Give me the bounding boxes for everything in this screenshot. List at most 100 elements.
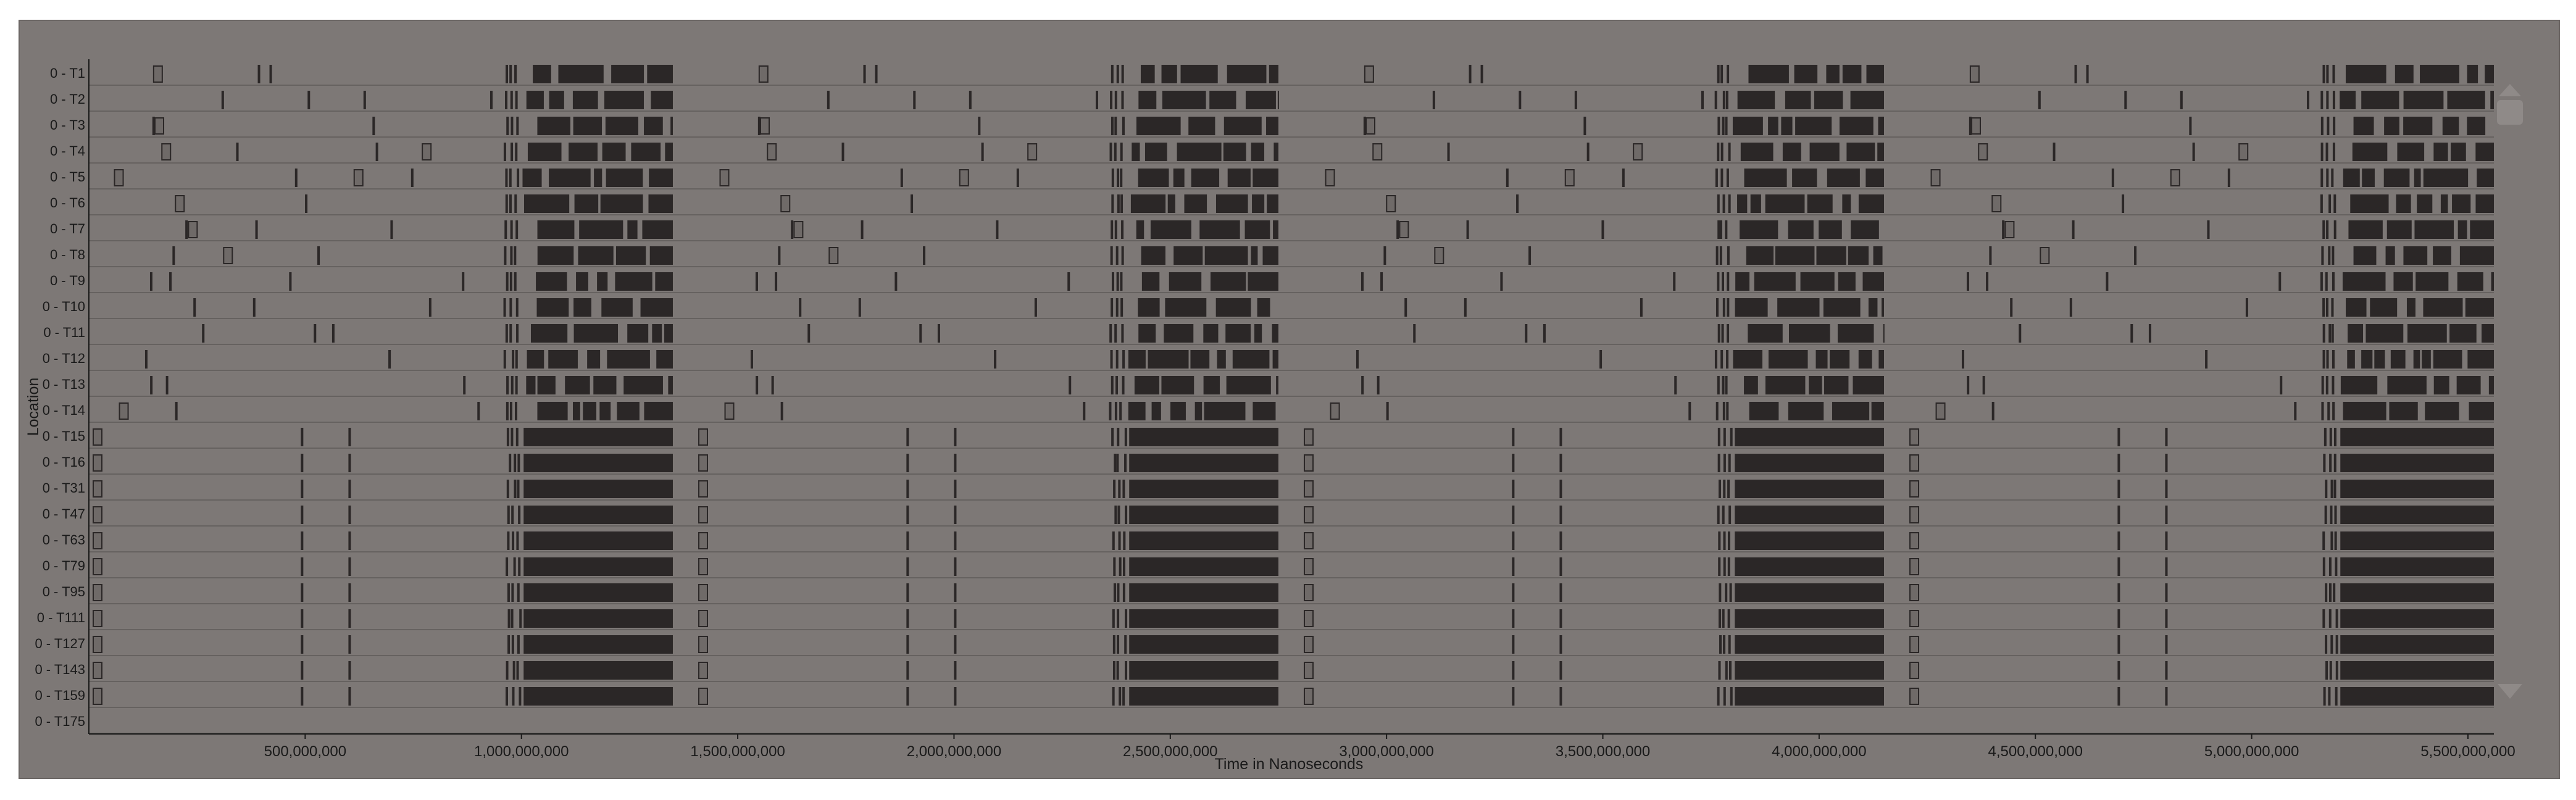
- event-tick[interactable]: [1729, 583, 1732, 602]
- event-tick[interactable]: [1718, 531, 1721, 550]
- event-tick[interactable]: [1717, 454, 1720, 472]
- event-tick[interactable]: [2278, 272, 2282, 291]
- event-tick[interactable]: [517, 454, 520, 472]
- event-marker[interactable]: [2238, 143, 2249, 160]
- event-tick[interactable]: [1717, 117, 1720, 135]
- event-tick[interactable]: [2321, 376, 2324, 394]
- activity-bar[interactable]: [2374, 350, 2385, 369]
- activity-bar[interactable]: [1253, 169, 1278, 187]
- activity-bar[interactable]: [2451, 143, 2466, 161]
- event-tick[interactable]: [954, 687, 957, 706]
- event-tick[interactable]: [2320, 143, 2324, 161]
- event-tick[interactable]: [1721, 324, 1724, 343]
- event-tick[interactable]: [1991, 402, 1995, 420]
- event-tick[interactable]: [490, 91, 493, 109]
- activity-bar[interactable]: [1816, 246, 1846, 265]
- event-tick[interactable]: [348, 480, 351, 498]
- event-tick[interactable]: [2086, 65, 2089, 83]
- event-tick[interactable]: [1701, 91, 1704, 109]
- event-tick[interactable]: [348, 583, 351, 602]
- event-tick[interactable]: [2106, 272, 2109, 291]
- activity-bar[interactable]: [1800, 272, 1835, 291]
- event-tick[interactable]: [2117, 480, 2120, 498]
- event-tick[interactable]: [1640, 298, 1643, 317]
- event-marker[interactable]: [2170, 169, 2180, 186]
- activity-bar[interactable]: [1223, 143, 1246, 161]
- event-tick[interactable]: [2335, 635, 2338, 654]
- event-marker[interactable]: [1304, 506, 1314, 523]
- event-tick[interactable]: [2332, 91, 2335, 109]
- event-tick[interactable]: [505, 91, 508, 109]
- activity-bar[interactable]: [1851, 220, 1879, 239]
- activity-bar[interactable]: [1824, 376, 1849, 394]
- activity-bar[interactable]: [1839, 117, 1874, 135]
- activity-bar[interactable]: [1862, 272, 1884, 291]
- activity-bar[interactable]: [2340, 376, 2378, 394]
- event-tick[interactable]: [1447, 143, 1450, 161]
- event-tick[interactable]: [317, 246, 320, 265]
- event-tick[interactable]: [1720, 65, 1724, 83]
- activity-bar[interactable]: [1768, 117, 1778, 135]
- event-marker[interactable]: [1991, 195, 2002, 212]
- event-tick[interactable]: [1114, 143, 1117, 161]
- activity-bar[interactable]: [523, 428, 673, 446]
- event-tick[interactable]: [2322, 557, 2325, 576]
- activity-bar[interactable]: [1788, 220, 1814, 239]
- activity-bar[interactable]: [1858, 194, 1884, 213]
- activity-bar[interactable]: [1129, 635, 1278, 654]
- event-tick[interactable]: [1361, 376, 1364, 394]
- activity-bar[interactable]: [530, 324, 568, 343]
- activity-bar[interactable]: [664, 324, 673, 343]
- event-tick[interactable]: [1095, 91, 1098, 109]
- activity-bar[interactable]: [2370, 298, 2398, 317]
- activity-bar[interactable]: [2390, 350, 2406, 369]
- activity-bar[interactable]: [537, 117, 570, 135]
- event-tick[interactable]: [1714, 91, 1717, 109]
- activity-bar[interactable]: [606, 169, 643, 187]
- event-tick[interactable]: [954, 583, 957, 602]
- event-tick[interactable]: [1114, 454, 1117, 472]
- event-tick[interactable]: [1119, 687, 1122, 706]
- event-tick[interactable]: [1512, 583, 1515, 602]
- event-tick[interactable]: [2330, 635, 2333, 654]
- activity-bar[interactable]: [1161, 65, 1177, 83]
- activity-bar[interactable]: [2396, 194, 2411, 213]
- activity-bar[interactable]: [602, 143, 626, 161]
- activity-bar[interactable]: [1136, 220, 1144, 239]
- event-tick[interactable]: [1114, 324, 1117, 343]
- event-tick[interactable]: [1120, 194, 1123, 213]
- activity-bar[interactable]: [1217, 350, 1226, 369]
- event-tick[interactable]: [1404, 298, 1407, 317]
- event-tick[interactable]: [509, 194, 512, 213]
- activity-bar[interactable]: [1169, 272, 1202, 291]
- activity-bar[interactable]: [2481, 324, 2494, 343]
- event-tick[interactable]: [301, 480, 304, 498]
- event-marker[interactable]: [1325, 169, 1335, 186]
- event-tick[interactable]: [331, 324, 335, 343]
- event-tick[interactable]: [1113, 583, 1116, 602]
- activity-bar[interactable]: [1883, 324, 1885, 343]
- event-tick[interactable]: [978, 117, 981, 135]
- event-tick[interactable]: [2332, 65, 2335, 83]
- activity-bar[interactable]: [1203, 376, 1220, 394]
- activity-bar[interactable]: [1257, 298, 1270, 317]
- activity-bar[interactable]: [1744, 169, 1787, 187]
- event-tick[interactable]: [954, 428, 957, 446]
- event-marker[interactable]: [1304, 688, 1314, 705]
- activity-bar[interactable]: [2413, 350, 2420, 369]
- event-tick[interactable]: [1110, 91, 1113, 109]
- activity-bar[interactable]: [649, 246, 673, 265]
- activity-bar[interactable]: [1138, 169, 1169, 187]
- event-tick[interactable]: [507, 506, 510, 524]
- event-tick[interactable]: [1016, 169, 1019, 187]
- activity-bar[interactable]: [2488, 376, 2494, 394]
- event-tick[interactable]: [1118, 531, 1121, 550]
- event-tick[interactable]: [515, 91, 518, 109]
- activity-bar[interactable]: [1148, 350, 1189, 369]
- event-tick[interactable]: [906, 557, 909, 576]
- event-marker[interactable]: [2040, 247, 2050, 264]
- event-tick[interactable]: [1110, 350, 1113, 369]
- event-tick[interactable]: [1114, 220, 1117, 239]
- event-tick[interactable]: [1722, 609, 1725, 628]
- activity-bar[interactable]: [533, 65, 551, 83]
